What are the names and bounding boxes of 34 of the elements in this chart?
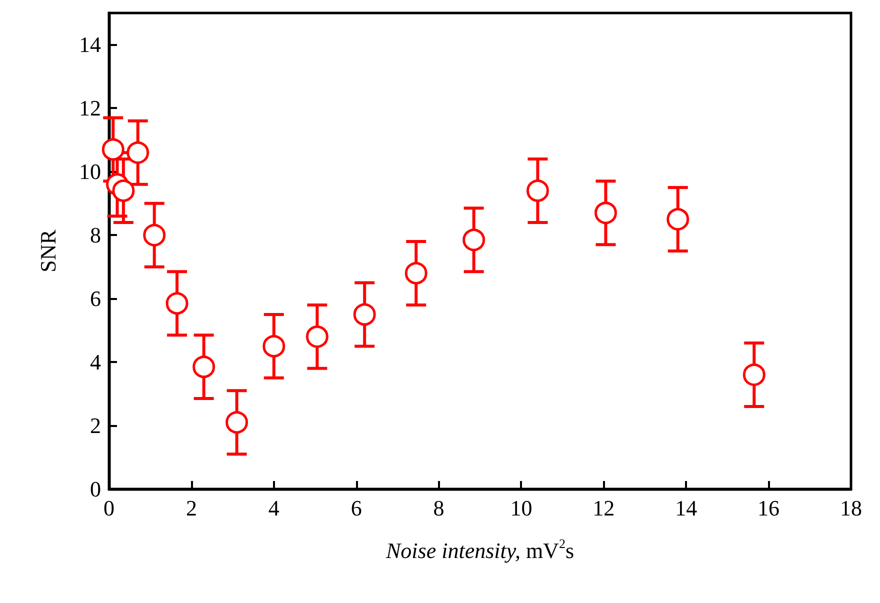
point	[404, 262, 428, 284]
y-tick-label: 10	[79, 159, 101, 184]
point	[666, 208, 690, 231]
x-tick-label: 14	[675, 496, 698, 520]
x-tick-label: 10	[510, 496, 532, 520]
point	[594, 202, 617, 224]
x-tick-label: 2	[186, 496, 197, 520]
x-tick-label: 6	[350, 496, 362, 520]
point	[112, 179, 135, 202]
y-tick-label: 14	[79, 32, 101, 58]
x-tick-label: 18	[840, 496, 862, 520]
y-tick-label: 6	[90, 286, 101, 312]
point	[353, 303, 376, 326]
y-tick-label: 8	[90, 222, 101, 248]
point	[742, 364, 766, 386]
point	[126, 141, 150, 164]
point	[526, 179, 549, 202]
x-tick-label: 8	[433, 496, 444, 520]
point	[462, 228, 486, 252]
y-axis-title: SNR	[36, 229, 60, 272]
x-tick-label: 12	[592, 496, 615, 520]
y-tick-label: 2	[90, 413, 101, 438]
x-tick-label: 4	[268, 496, 280, 520]
y-tick-label: 12	[79, 96, 101, 121]
point	[143, 224, 166, 246]
point	[226, 411, 248, 434]
y-tick-label: 4	[90, 350, 101, 375]
x-tick-label: 16	[758, 496, 780, 520]
y-tick-label: 0	[90, 476, 101, 502]
point	[166, 292, 188, 315]
point	[102, 138, 124, 161]
point	[262, 334, 286, 358]
point	[192, 356, 216, 378]
point	[306, 325, 328, 348]
